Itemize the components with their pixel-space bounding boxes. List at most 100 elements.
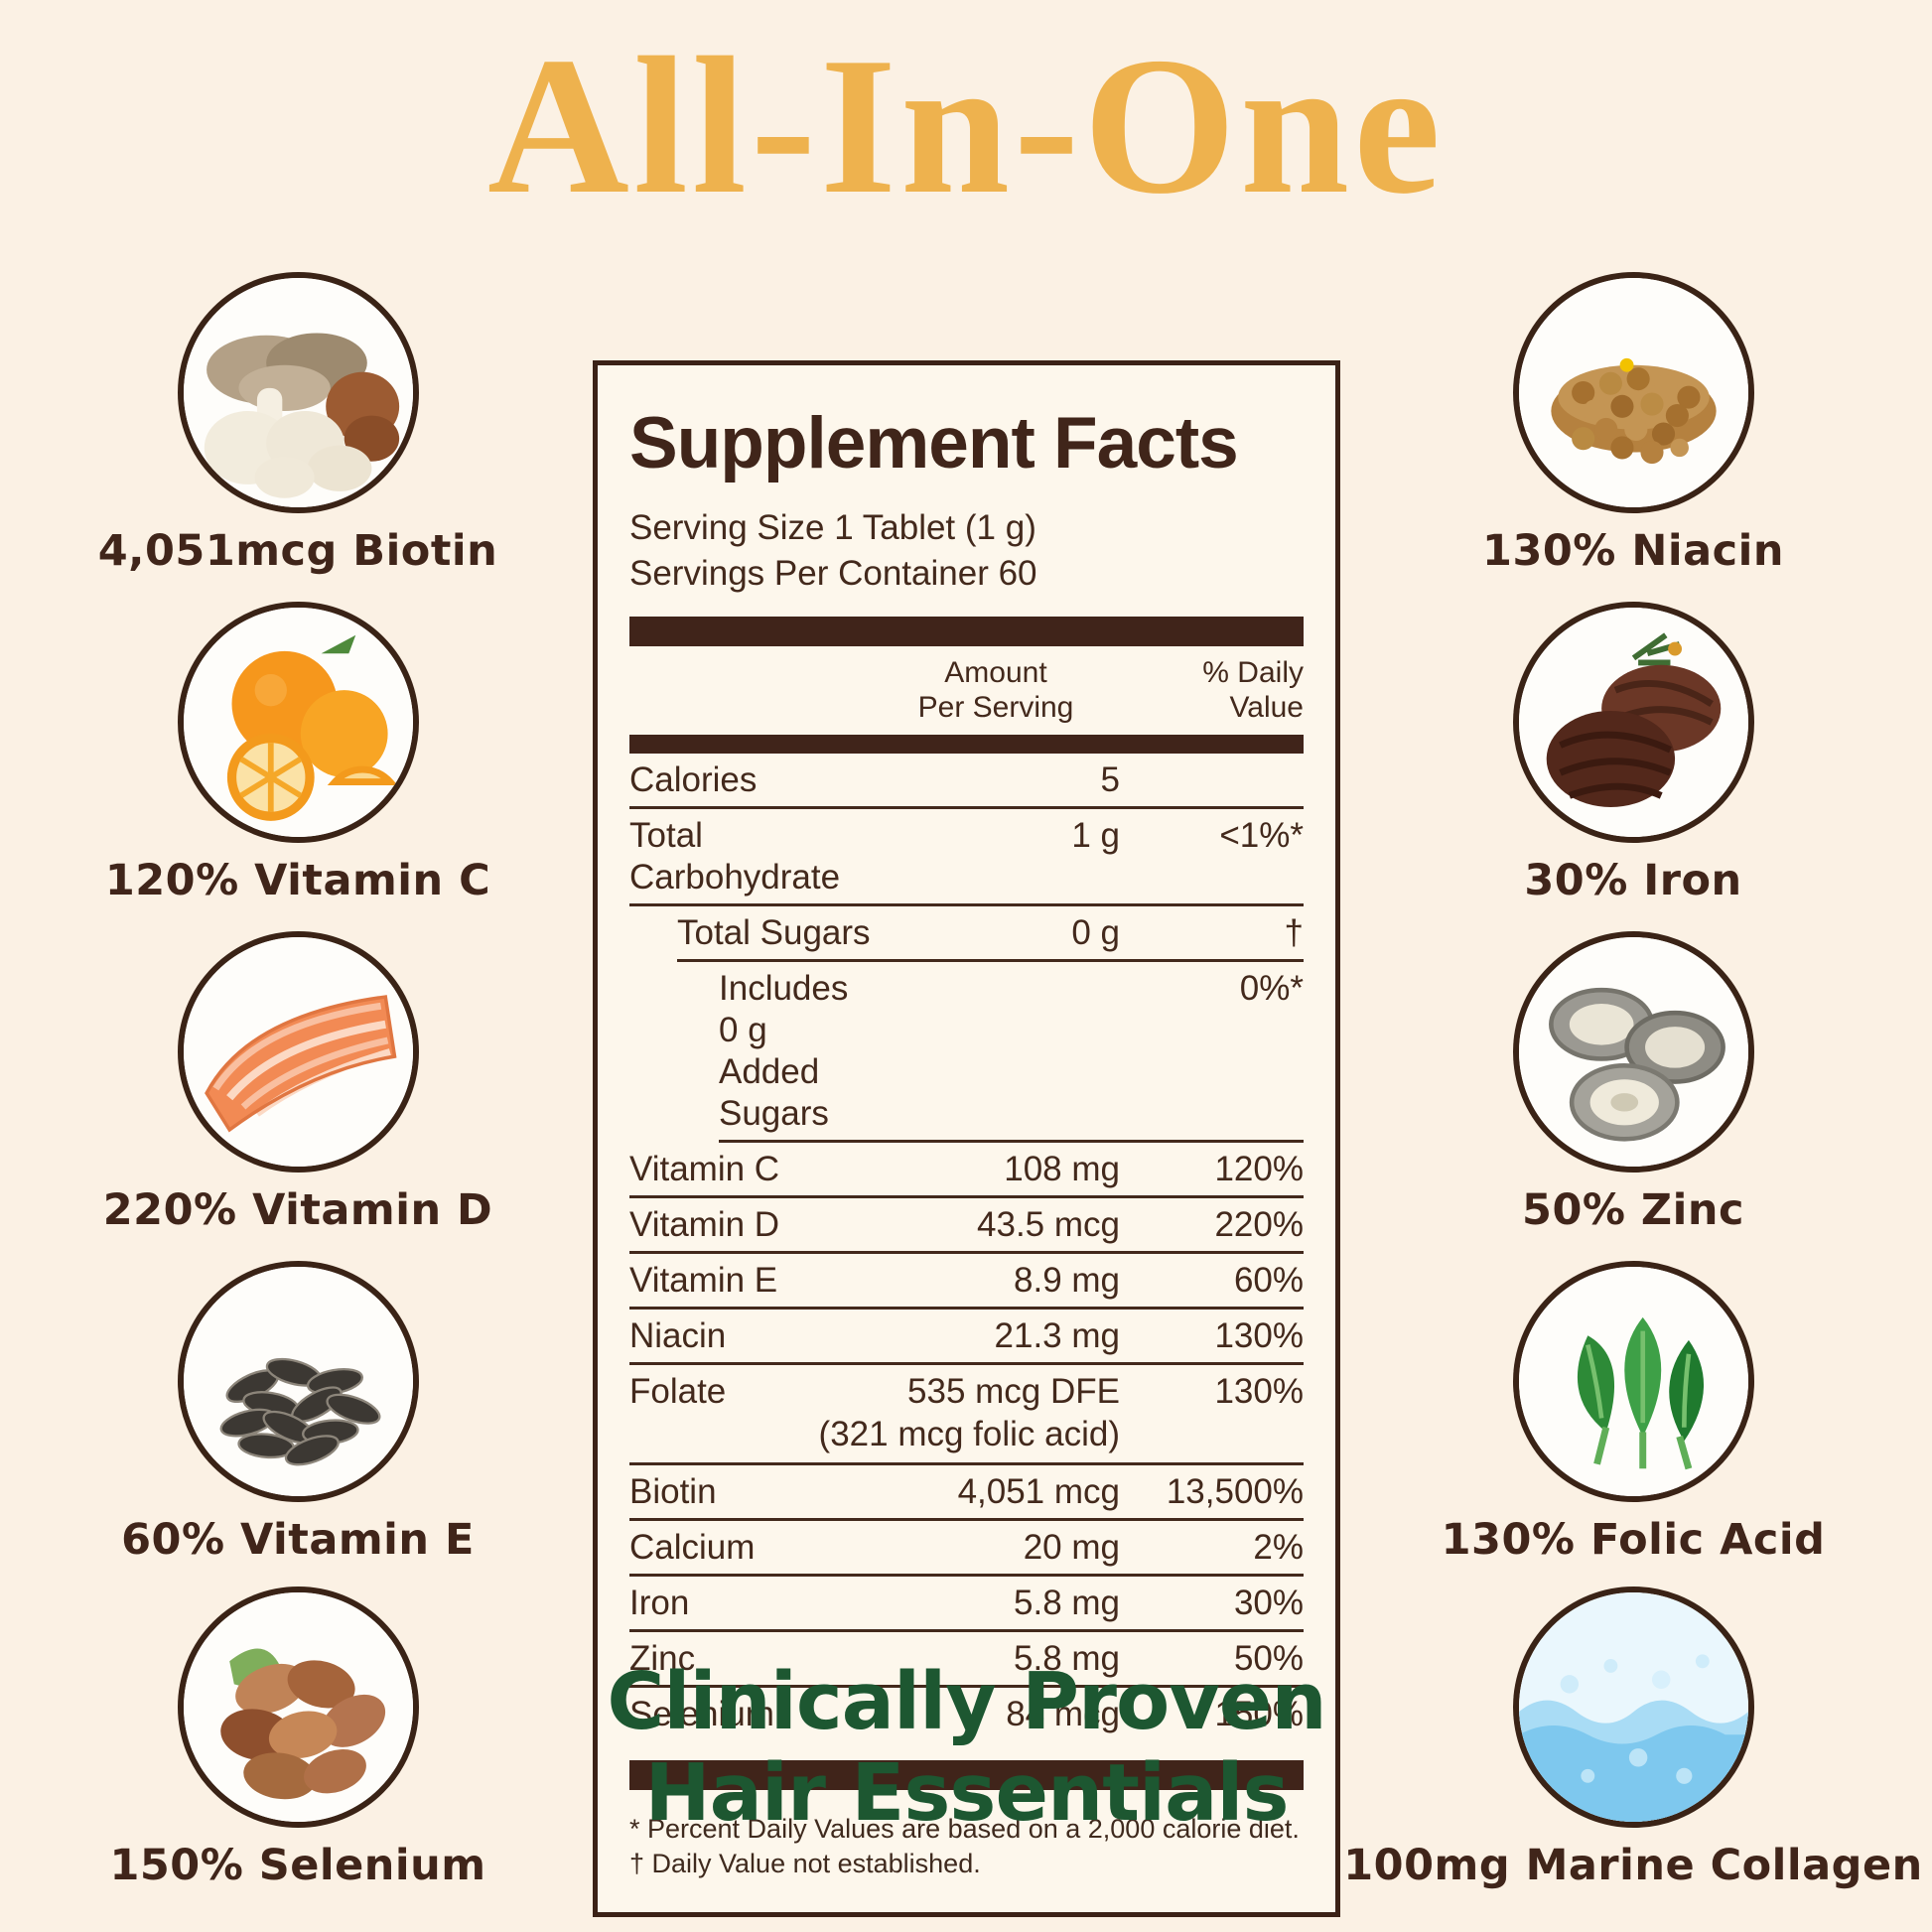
nutrient-item-vitamin-e: 60% Vitamin E xyxy=(69,1261,526,1565)
facts-row: Calories 5 xyxy=(629,754,1304,810)
nutrient-label: 130% Folic Acid xyxy=(1441,1515,1826,1565)
facts-row: Vitamin C 108 mg 120% xyxy=(629,1143,1304,1199)
salmon-icon xyxy=(183,937,413,1167)
zinc-photo-circle xyxy=(1512,931,1754,1173)
facts-row-amount: 8.9 mg xyxy=(1014,1261,1120,1301)
nutrient-item-vitamin-d: 220% Vitamin D xyxy=(69,931,526,1235)
facts-row-name: Total Sugars xyxy=(677,913,871,953)
facts-row-amount: 0 g xyxy=(1071,913,1120,953)
facts-row-amount: 5 xyxy=(1100,760,1120,800)
column-header-amount: Amount Per Serving xyxy=(917,656,1074,724)
facts-row-name: Vitamin D xyxy=(629,1205,780,1245)
facts-row: Total Sugars 0 g † xyxy=(677,906,1304,963)
facts-column-header: Amount Per Serving % Daily Value xyxy=(629,646,1304,735)
serving-size: Serving Size 1 Tablet (1 g) xyxy=(629,508,1036,547)
page-title: All-In-One xyxy=(486,17,1446,234)
tagline-line1: Clinically Proven xyxy=(607,1656,1326,1747)
nutrient-item-niacin: 130% Niacin xyxy=(1405,272,1862,576)
lentils-icon xyxy=(1518,278,1748,507)
facts-row-daily-value: 220% xyxy=(1214,1205,1304,1245)
oranges-icon xyxy=(183,608,413,837)
nutrient-label: 220% Vitamin D xyxy=(102,1185,493,1235)
nutrient-label: 130% Niacin xyxy=(1482,526,1784,576)
nutrient-item-folic-acid: 130% Folic Acid xyxy=(1405,1261,1862,1565)
facts-row-amount: 43.5 mcg xyxy=(977,1205,1120,1245)
footnote-dagger: † Daily Value not established. xyxy=(629,1849,981,1879)
facts-row-daily-value: 150% xyxy=(1214,1695,1304,1734)
facts-row-daily-value: 60% xyxy=(1233,1261,1304,1301)
nutrient-label: 4,051mcg Biotin xyxy=(97,526,498,576)
facts-row-daily-value: 50% xyxy=(1233,1639,1304,1679)
facts-row-name: Zinc xyxy=(629,1639,696,1679)
facts-row-amount: 535 mcg DFE xyxy=(907,1372,1120,1412)
facts-row-name: Total Carbohydrate xyxy=(629,816,841,897)
nutrient-item-iron: 30% Iron xyxy=(1405,602,1862,905)
divider-bar-top xyxy=(629,617,1304,647)
facts-row-name: Vitamin E xyxy=(629,1261,778,1301)
water-splash-icon xyxy=(1518,1592,1748,1822)
facts-row-daily-value: 0%* xyxy=(1239,969,1304,1009)
facts-row-daily-value: † xyxy=(1284,913,1304,953)
facts-row-amount: 108 mg xyxy=(1004,1150,1120,1189)
facts-row-name: Folate xyxy=(629,1372,727,1412)
steak-icon xyxy=(1518,608,1748,837)
vitamin-e-photo-circle xyxy=(177,1261,419,1502)
selenium-photo-circle xyxy=(177,1587,419,1828)
niacin-photo-circle xyxy=(1512,272,1754,513)
facts-row-name: Selenium xyxy=(629,1695,774,1734)
tagline-line2: Hair Essentials xyxy=(644,1747,1289,1840)
facts-row-name: Calcium xyxy=(629,1528,756,1568)
facts-row-daily-value: 2% xyxy=(1253,1528,1304,1568)
folic-acid-photo-circle xyxy=(1512,1261,1754,1502)
nutrient-label: 60% Vitamin E xyxy=(121,1515,475,1565)
brazil-nuts-icon xyxy=(183,1592,413,1822)
biotin-photo-circle xyxy=(177,272,419,513)
facts-row-name: Vitamin C xyxy=(629,1150,780,1189)
facts-row-name: Biotin xyxy=(629,1472,717,1512)
facts-row-amount: 4,051 mcg xyxy=(957,1472,1120,1512)
facts-row-daily-value: 120% xyxy=(1214,1150,1304,1189)
facts-row-daily-value: 30% xyxy=(1233,1584,1304,1623)
facts-row-amount: 20 mg xyxy=(1023,1528,1120,1568)
facts-row-name: Niacin xyxy=(629,1316,727,1356)
facts-row: Selenium 84 mcg 150% xyxy=(629,1688,1304,1740)
facts-row: Vitamin D 43.5 mcg 220% xyxy=(629,1198,1304,1255)
facts-row: Calcium 20 mg 2% xyxy=(629,1521,1304,1578)
servings-per-container: Servings Per Container 60 xyxy=(629,554,1037,594)
facts-row: Vitamin E 8.9 mg 60% xyxy=(629,1254,1304,1311)
vitamin-d-photo-circle xyxy=(177,931,419,1173)
facts-row: Total Carbohydrate 1 g <1%* xyxy=(629,809,1304,907)
marine-collagen-photo-circle xyxy=(1512,1587,1754,1828)
facts-row-daily-value: 13,500% xyxy=(1166,1472,1304,1512)
nutrient-label: 120% Vitamin C xyxy=(104,856,491,905)
tagline: Clinically Proven Hair Essentials xyxy=(593,1656,1340,1840)
facts-row: Folate 535 mcg DFE 130% (321 mcg folic acid… xyxy=(629,1365,1304,1466)
facts-row-daily-value: 130% xyxy=(1214,1372,1304,1412)
nutrient-item-vitamin-c: 120% Vitamin C xyxy=(69,602,526,905)
facts-row: Zinc 5.8 mg 50% xyxy=(629,1632,1304,1689)
divider-bar-bottom xyxy=(629,1760,1304,1791)
footnotes: * Percent Daily Values are based on a 2,… xyxy=(629,1812,1304,1881)
facts-row-amount: 21.3 mg xyxy=(994,1316,1120,1356)
facts-row: Iron 5.8 mg 30% xyxy=(629,1577,1304,1633)
facts-rows: Calories 5 Total Carbohydrate 1 g <1%* Total … xyxy=(629,754,1304,1740)
iron-photo-circle xyxy=(1512,602,1754,843)
facts-row-subline: (321 mcg folic acid) xyxy=(818,1415,1120,1454)
facts-row-name: Includes 0 g Added Sugars xyxy=(719,969,849,1134)
nutrient-label: 50% Zinc xyxy=(1522,1185,1744,1235)
nutrient-label: 100mg Marine Collagen xyxy=(1343,1841,1923,1890)
vitamin-c-photo-circle xyxy=(177,602,419,843)
divider-bar-header xyxy=(629,735,1304,755)
facts-row-amount: 5.8 mg xyxy=(1014,1639,1120,1679)
nutrient-label: 30% Iron xyxy=(1524,856,1742,905)
facts-row-amount: 84 mcg xyxy=(1006,1695,1120,1734)
facts-row-daily-value: <1%* xyxy=(1219,816,1304,856)
nutrient-label: 150% Selenium xyxy=(109,1841,486,1890)
sunflower-seeds-icon xyxy=(183,1267,413,1496)
nutrient-item-selenium: 150% Selenium xyxy=(69,1587,526,1890)
supplement-facts-panel: Supplement Facts Serving Size 1 Tablet (… xyxy=(593,360,1340,1917)
facts-row: Includes 0 g Added Sugars 0%* xyxy=(719,962,1304,1144)
facts-row-name: Calories xyxy=(629,760,758,800)
facts-row-amount: 5.8 mg xyxy=(1014,1584,1120,1623)
facts-row: Biotin 4,051 mcg 13,500% xyxy=(629,1465,1304,1522)
